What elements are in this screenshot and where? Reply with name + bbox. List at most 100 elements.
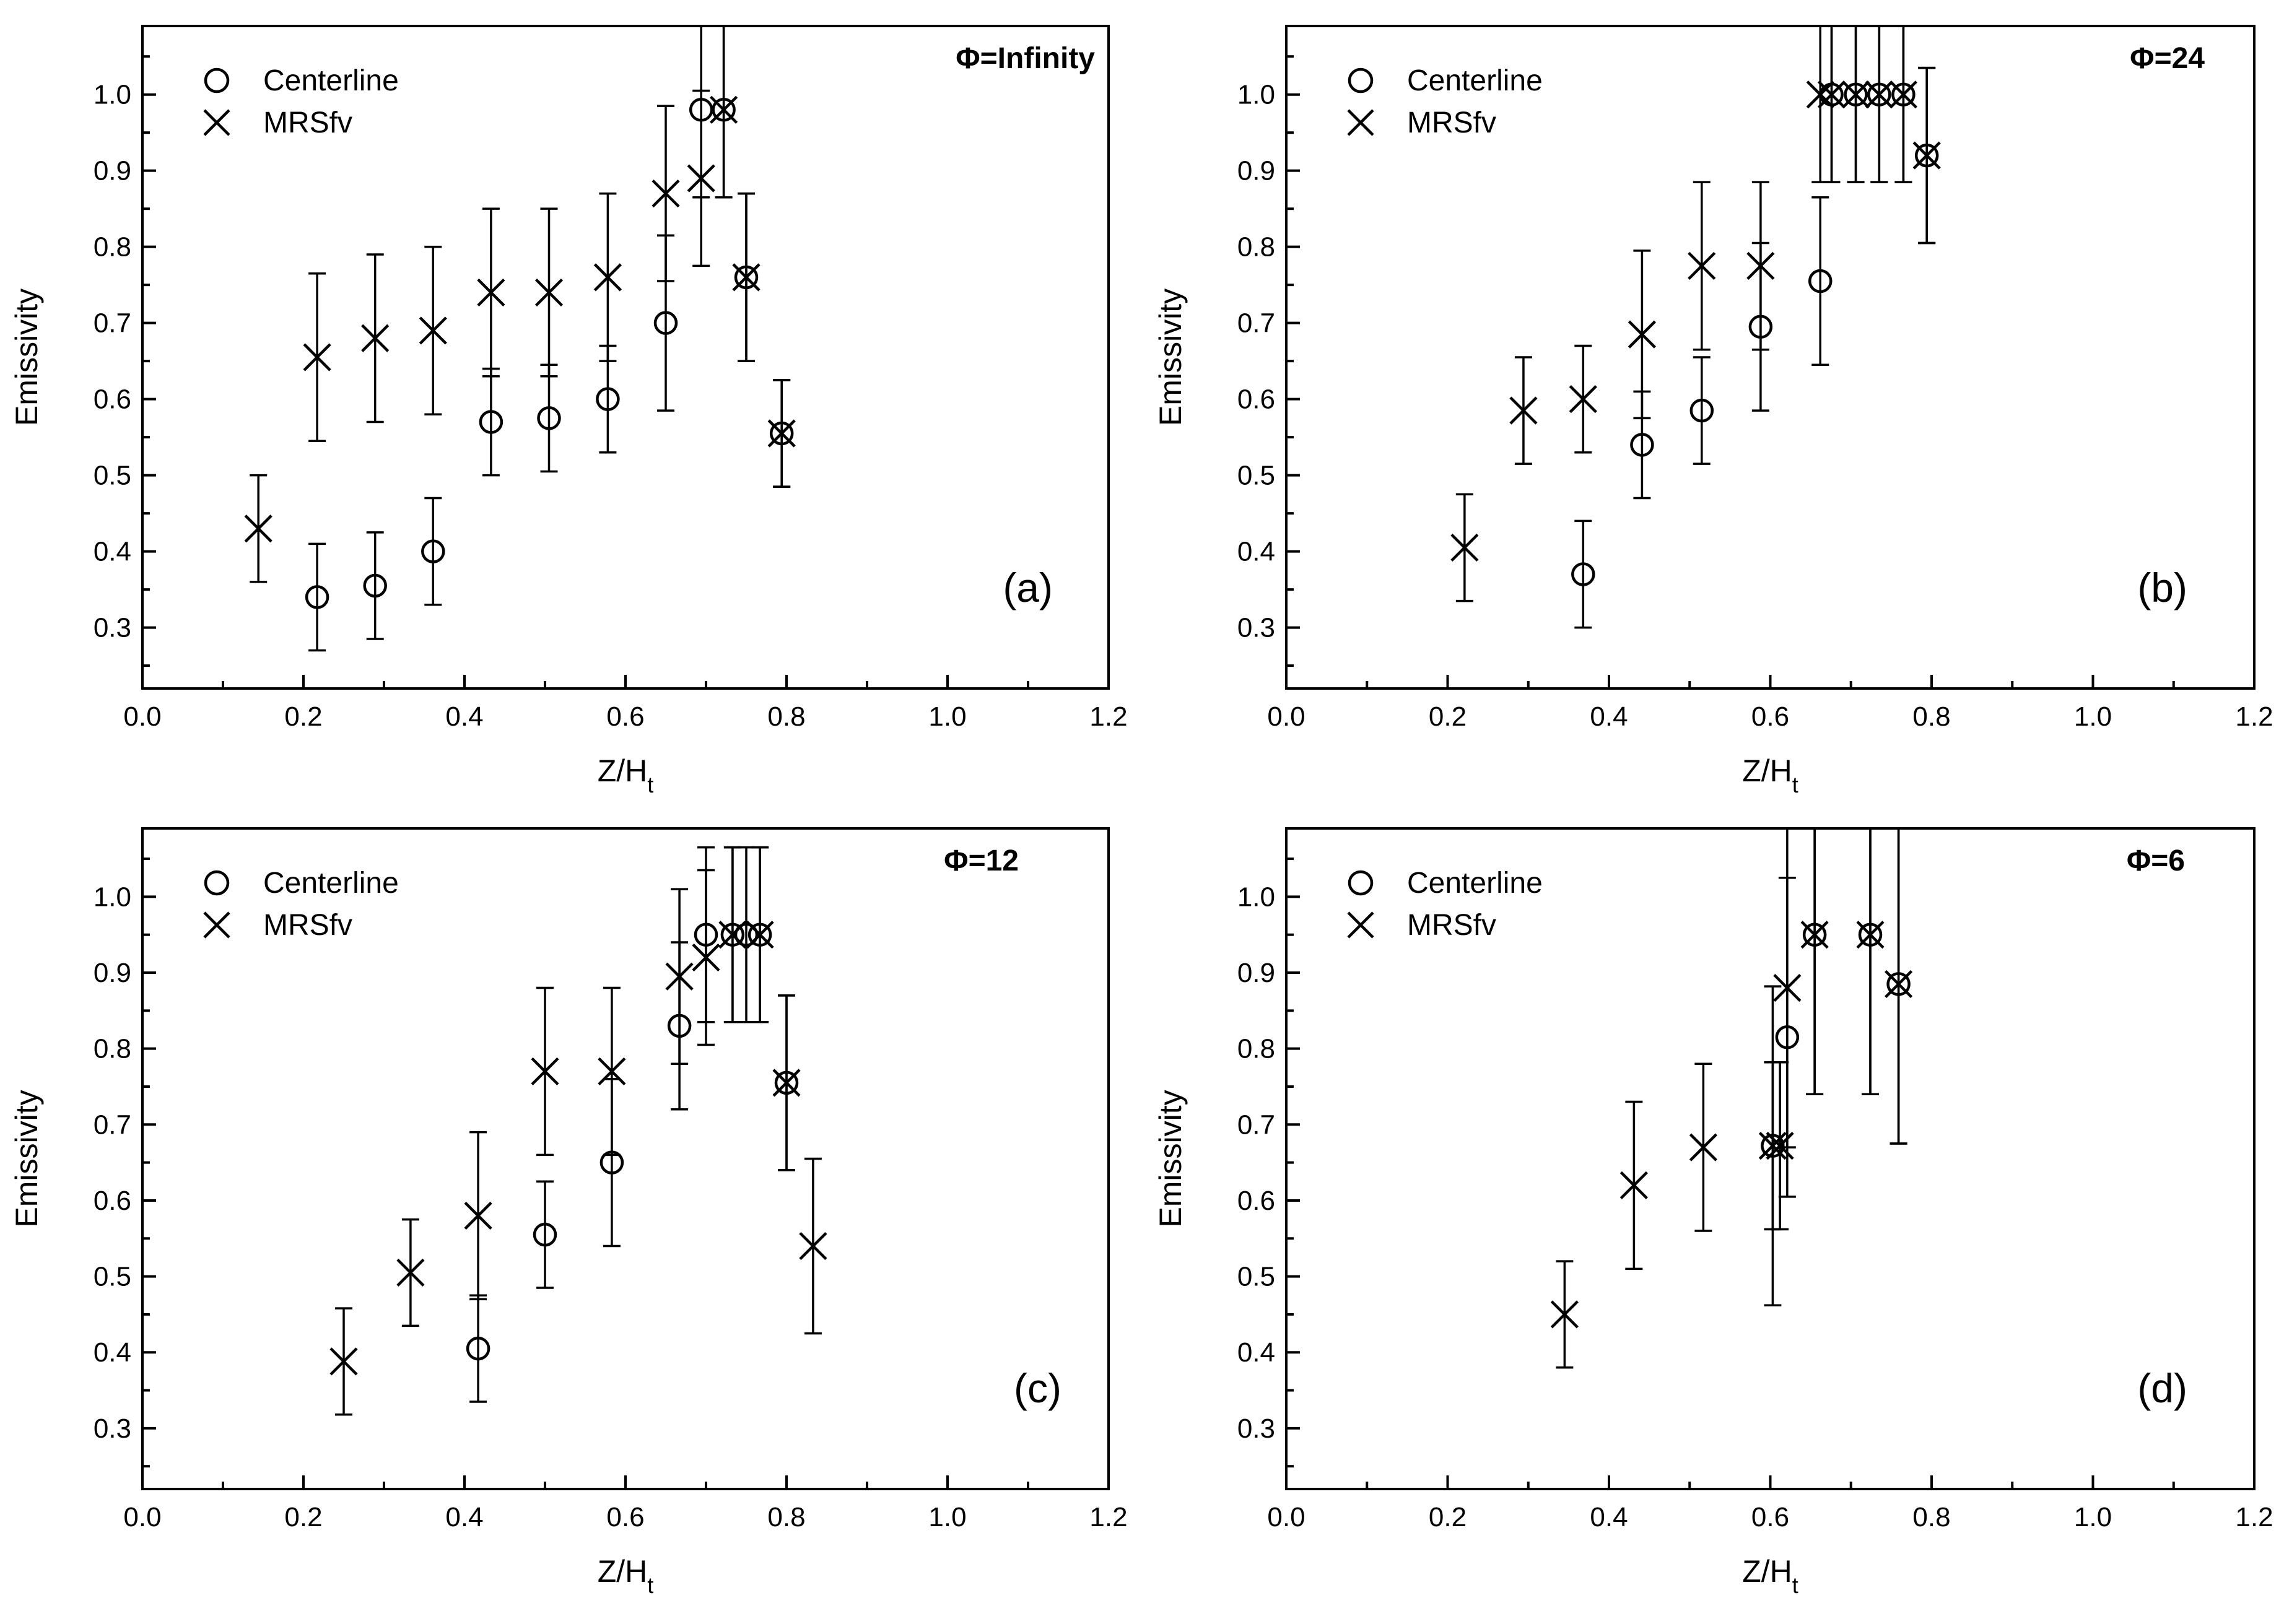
x-axis-title-subscript: t — [647, 1573, 653, 1598]
y-tick-label: 0.7 — [1237, 308, 1275, 339]
data-point-mrsfv — [799, 1231, 827, 1261]
data-point-centerline — [533, 1222, 557, 1247]
chart-panel-3: 0.0 0.2 0.4 0.6 0.8 1.0 1.2 0.3 0.4 0.5 0.6 0.7 0.8 0… — [9, 827, 1128, 1598]
x-tick-label: 0.4 — [1590, 1502, 1628, 1532]
x-tick-label: 1.0 — [2074, 701, 2112, 732]
legend-circle-marker — [1348, 67, 1374, 93]
panel-title: Φ=24 — [2130, 42, 2205, 75]
y-tick-label: 0.7 — [94, 308, 131, 339]
x-axis-title-main: Z/H — [1742, 753, 1792, 788]
data-point-mrsfv — [1856, 921, 1885, 949]
panel-title: Φ=12 — [944, 845, 1019, 877]
x-tick-label: 0.6 — [606, 701, 644, 732]
data-point-mrsfv — [361, 324, 390, 352]
data-point-mrsfv — [1628, 320, 1656, 349]
x-tick-label: 0.2 — [284, 1502, 322, 1532]
x-tick-label: 0.0 — [123, 701, 161, 732]
data-point-mrsfv — [1550, 1300, 1579, 1329]
x-tick-label: 0.8 — [767, 1502, 805, 1532]
y-tick-label: 0.5 — [1237, 461, 1275, 491]
y-axis-title: Emissivity — [1153, 1090, 1188, 1227]
x-tick-label: 0.8 — [767, 701, 805, 732]
data-point-mrsfv — [1773, 973, 1802, 1002]
data-point-mrsfv — [244, 515, 272, 543]
data-point-mrsfv — [303, 343, 331, 371]
legend-label-centerline: Centerline — [263, 64, 399, 97]
panel-label: (a) — [1003, 565, 1053, 610]
legend-x-marker — [1347, 109, 1374, 136]
y-tick-label: 1.0 — [94, 80, 131, 110]
x-tick-label: 0.0 — [123, 1502, 161, 1532]
legend-x-marker — [203, 911, 230, 939]
plot-area — [329, 846, 827, 1416]
x-tick-label: 0.2 — [284, 701, 322, 732]
data-point-mrsfv — [1889, 80, 1918, 109]
data-point-mrsfv — [419, 316, 447, 345]
x-tick-label: 0.4 — [445, 701, 483, 732]
x-axis-title-main: Z/H — [598, 753, 648, 788]
y-tick-label: 0.5 — [94, 461, 131, 491]
x-tick-label: 0.0 — [1267, 1502, 1305, 1532]
data-point-centerline — [305, 585, 329, 609]
y-axis-title: Emissivity — [1153, 289, 1188, 426]
x-axis-title: Z/Ht — [598, 753, 654, 797]
data-point-mrsfv — [652, 179, 680, 208]
data-point-centerline — [1630, 433, 1654, 457]
data-point-mrsfv — [746, 921, 774, 949]
plot-area — [1550, 828, 1913, 1369]
y-tick-label: 1.0 — [1237, 80, 1275, 110]
x-tick-label: 1.2 — [1089, 701, 1127, 732]
data-point-mrsfv — [1569, 385, 1597, 414]
data-point-mrsfv — [329, 1347, 358, 1376]
error-bar — [1574, 519, 1592, 629]
data-point-mrsfv — [598, 1057, 626, 1086]
data-point-mrsfv — [1688, 251, 1716, 280]
x-tick-label: 0.8 — [1912, 1502, 1950, 1532]
x-tick-label: 1.2 — [2235, 701, 2273, 732]
y-tick-label: 1.0 — [1237, 882, 1275, 912]
y-tick-label: 0.6 — [94, 384, 131, 415]
plot-area — [244, 26, 796, 652]
chart-panel-1: 0.0 0.2 0.4 0.6 0.8 1.0 1.2 0.3 0.4 0.5 0.6 0.7 0.8 0… — [9, 25, 1128, 797]
y-tick-label: 0.8 — [94, 1034, 131, 1064]
x-tick-label: 0.4 — [445, 1502, 483, 1532]
error-bar — [738, 846, 755, 1023]
data-point-mrsfv — [1885, 970, 1913, 999]
x-tick-label: 0.2 — [1429, 701, 1467, 732]
data-point-centerline — [537, 406, 561, 430]
legend-circle-marker — [1348, 870, 1374, 896]
x-tick-label: 1.2 — [1089, 1502, 1127, 1532]
legend-circle-marker — [204, 870, 230, 896]
data-point-mrsfv — [732, 263, 761, 292]
x-tick-label: 0.6 — [606, 1502, 644, 1532]
data-point-mrsfv — [767, 419, 796, 448]
y-tick-label: 0.6 — [1237, 1186, 1275, 1216]
data-point-mrsfv — [1912, 141, 1941, 170]
x-axis-title-subscript: t — [1792, 1573, 1798, 1598]
y-axis-title: Emissivity — [9, 1090, 44, 1227]
data-point-mrsfv — [1689, 1133, 1717, 1162]
data-point-mrsfv — [1450, 533, 1479, 562]
y-tick-label: 0.5 — [1237, 1262, 1275, 1292]
data-point-mrsfv — [692, 943, 720, 972]
y-tick-label: 0.8 — [1237, 1034, 1275, 1064]
x-tick-label: 0.6 — [1751, 1502, 1789, 1532]
y-axis-title: Emissivity — [9, 289, 44, 426]
data-point-centerline — [1571, 562, 1595, 586]
data-point-centerline — [1689, 398, 1714, 423]
data-point-mrsfv — [531, 1057, 559, 1086]
y-tick-label: 0.4 — [94, 1337, 131, 1368]
x-tick-label: 1.0 — [928, 701, 966, 732]
data-point-mrsfv — [710, 95, 738, 124]
x-axis-title: Z/Ht — [598, 1554, 654, 1598]
data-point-centerline — [734, 923, 759, 947]
data-point-centerline — [1808, 269, 1833, 293]
x-tick-label: 1.2 — [2235, 1502, 2273, 1532]
x-tick-label: 0.6 — [1751, 701, 1789, 732]
y-tick-label: 0.3 — [94, 1413, 131, 1444]
legend-label-mrsfv: MRSfv — [1407, 909, 1496, 942]
legend-label-mrsfv: MRSfv — [1407, 106, 1496, 139]
data-point-mrsfv — [1766, 1132, 1794, 1160]
x-tick-label: 0.4 — [1590, 701, 1628, 732]
